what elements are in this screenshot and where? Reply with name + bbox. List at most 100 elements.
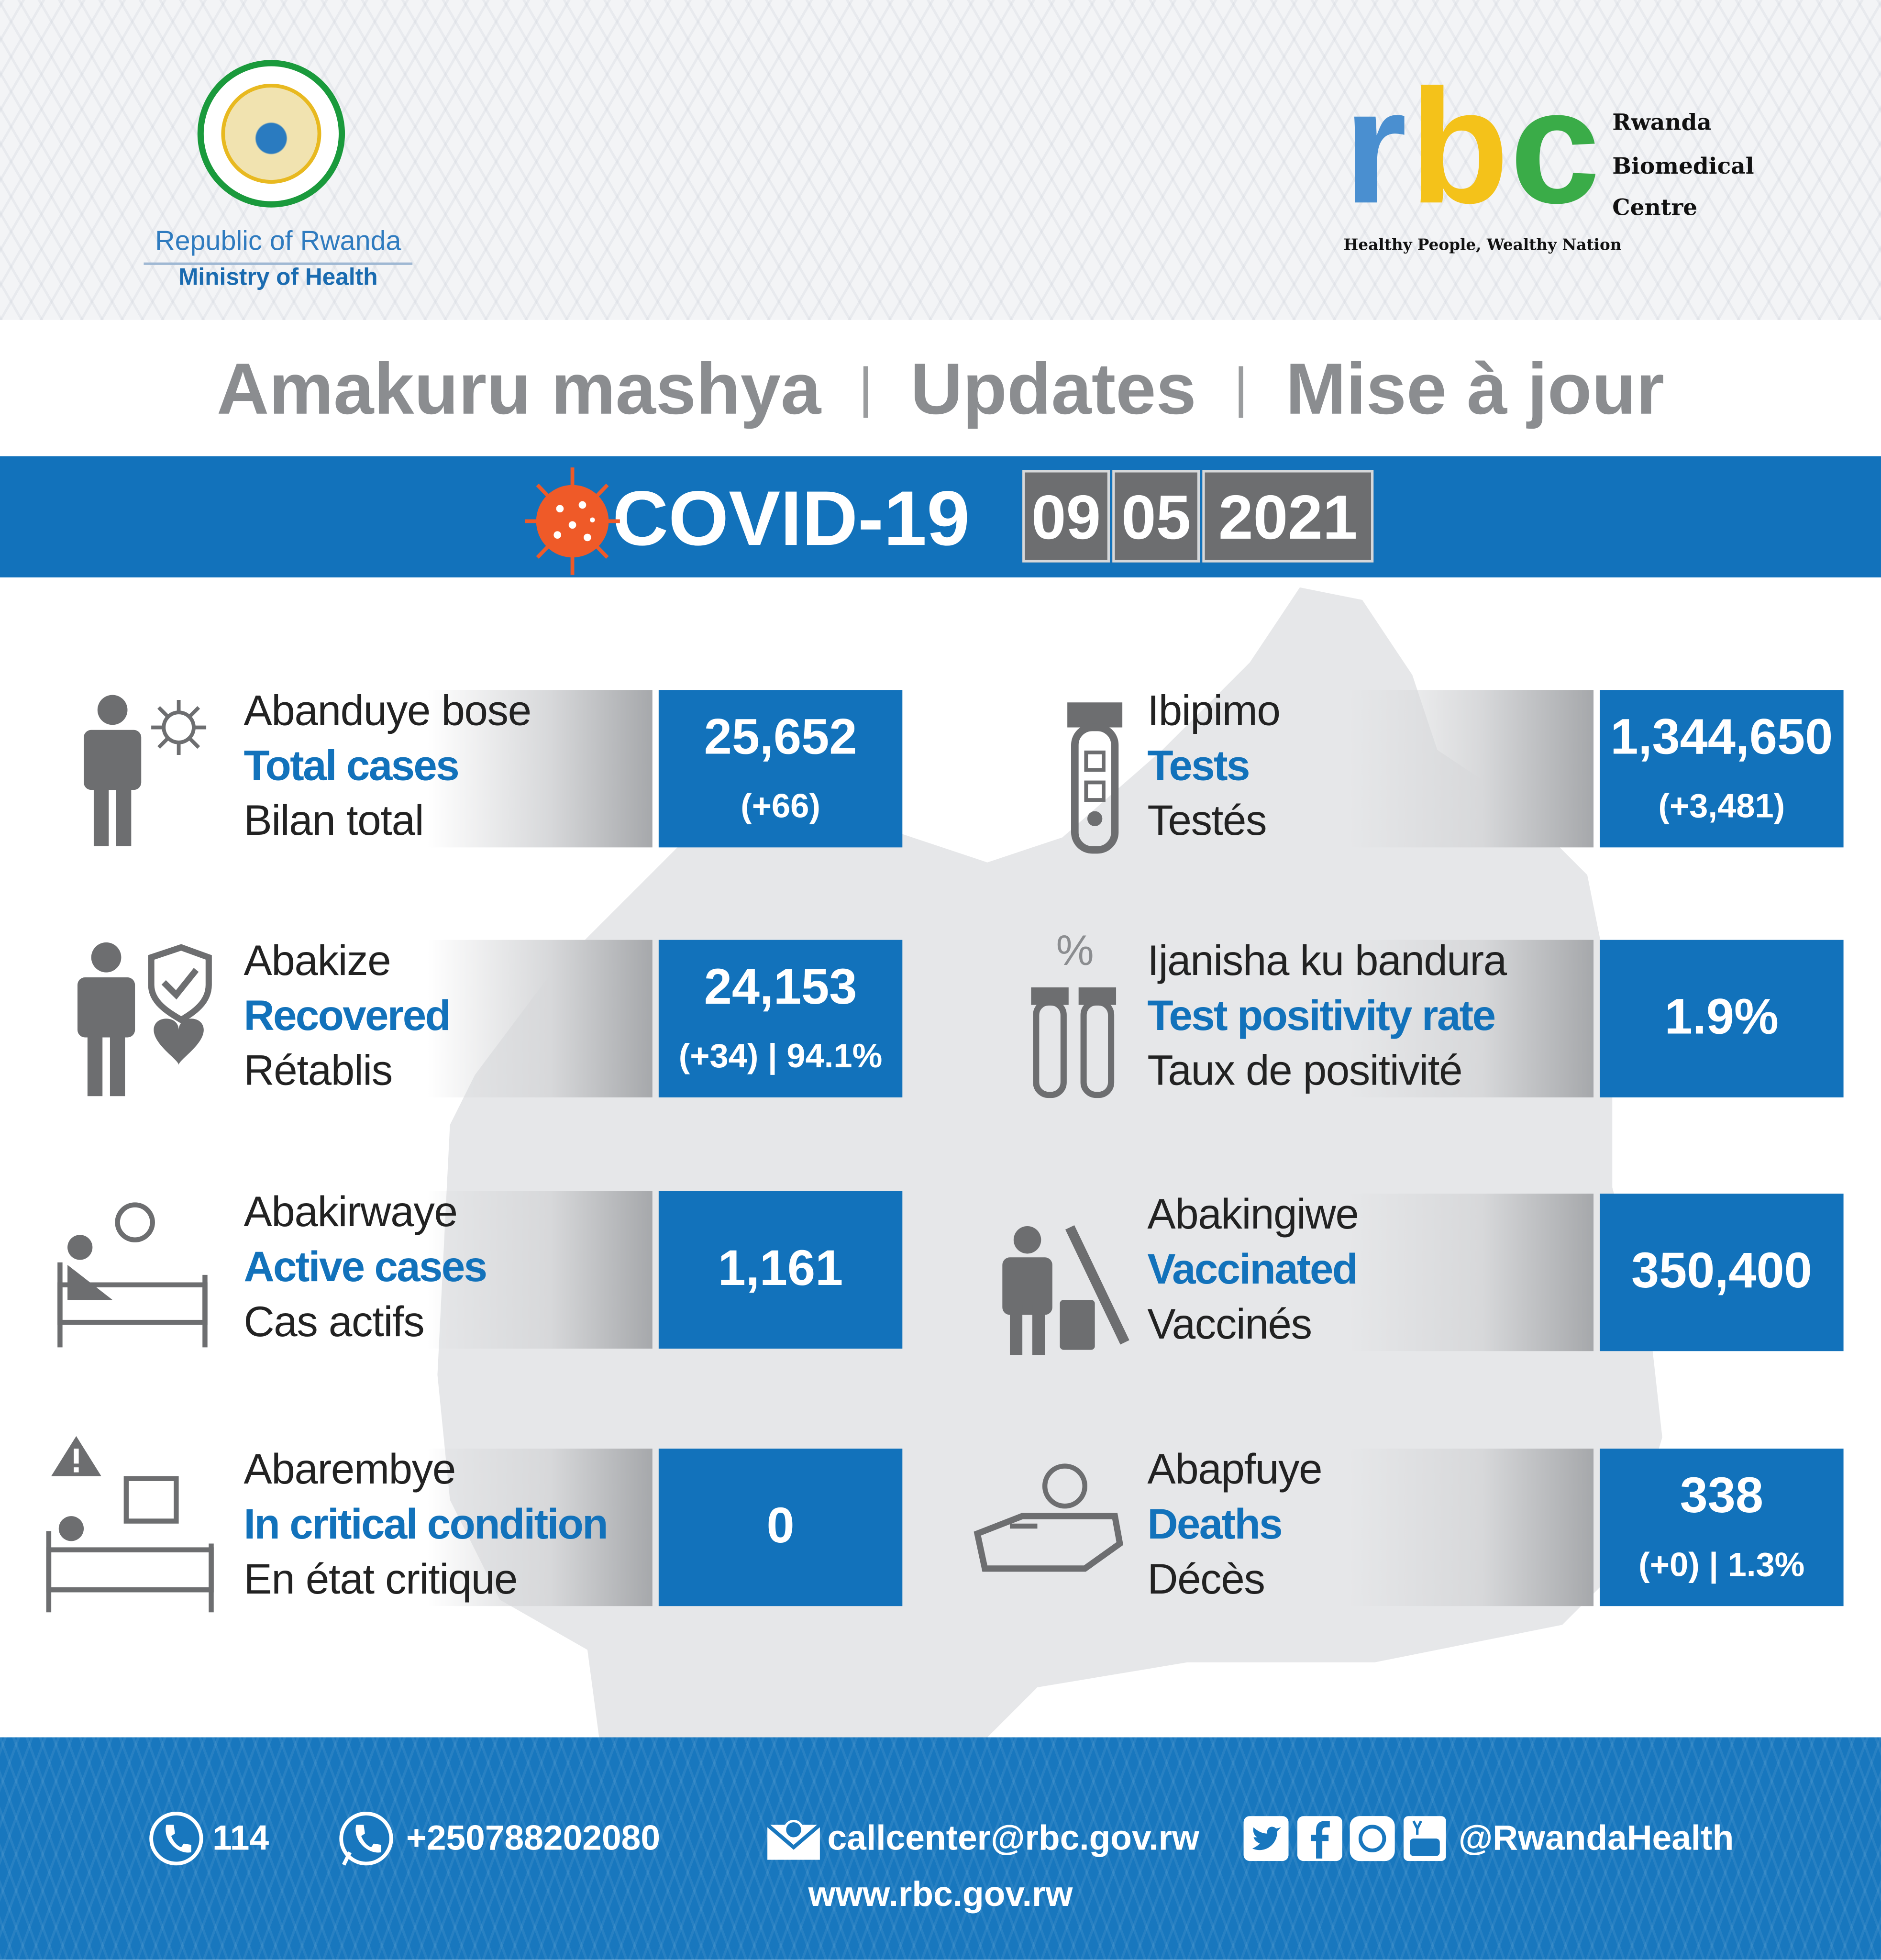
stat-value: 24,153 — [704, 960, 857, 1015]
label-english: Tests — [1147, 742, 1250, 790]
page-title: Amakuru mashya | Updates | Mise à jour — [0, 347, 1881, 431]
email-address[interactable]: callcenter@rbc.gov.rw — [827, 1818, 1199, 1858]
stat-value-box: 0 — [658, 1449, 903, 1606]
covid-banner — [0, 456, 1881, 578]
label-french: En état critique — [243, 1556, 518, 1604]
header — [0, 0, 1881, 320]
icu-bed-warning-icon — [46, 1436, 214, 1613]
title-separator: | — [1234, 357, 1249, 419]
title-french: Mise à jour — [1285, 348, 1664, 430]
label-english: Test positivity rate — [1147, 992, 1496, 1040]
whatsapp-icon — [339, 1811, 393, 1866]
stat-change: (+34) | 94.1% — [678, 1037, 883, 1075]
rbc-logo-r: r — [1343, 55, 1407, 238]
ministry-of-health-text: Ministry of Health — [178, 265, 378, 291]
twitter-icon[interactable] — [1243, 1816, 1289, 1861]
coffin-virus-icon — [974, 1463, 1124, 1572]
stat-label-in-critical-condition: Abarembye In critical condition En état cr… — [243, 1446, 653, 1606]
instagram-icon[interactable] — [1350, 1816, 1395, 1861]
label-english: Recovered — [243, 992, 451, 1040]
title-english: Updates — [910, 348, 1196, 430]
percent-icon: % — [1056, 927, 1094, 975]
label-french: Cas actifs — [243, 1298, 424, 1346]
stat-value-box: 1,344,650 (+3,481) — [1600, 690, 1844, 848]
date-month: 05 — [1112, 470, 1200, 563]
label-kinyarwanda: Ijanisha ku bandura — [1147, 937, 1507, 985]
stat-value: 338 — [1680, 1468, 1764, 1524]
label-french: Taux de positivité — [1147, 1047, 1462, 1095]
social-handle[interactable]: @RwandaHealth — [1458, 1818, 1734, 1858]
email-icon — [766, 1819, 821, 1860]
stat-value-box: 25,652 (+66) — [658, 690, 903, 848]
stat-label-total-cases: Abanduye bose Total cases Bilan total — [243, 687, 653, 848]
stat-value-box: 350,400 — [1600, 1194, 1844, 1351]
facebook-icon[interactable] — [1297, 1816, 1342, 1861]
stat-change: (+3,481) — [1658, 787, 1785, 825]
rbc-name-line-3: Centre — [1612, 195, 1698, 221]
person-virus-icon — [84, 695, 207, 846]
title-separator: | — [858, 357, 873, 419]
rbc-tagline: Healthy People, Wealthy Nation — [1343, 235, 1622, 254]
label-french: Décès — [1147, 1556, 1265, 1604]
label-kinyarwanda: Abakirwaye — [243, 1188, 457, 1236]
label-english: Total cases — [243, 742, 459, 790]
stat-label-deaths: Abapfuye Deaths Décès — [1147, 1446, 1594, 1606]
label-french: Bilan total — [243, 797, 424, 845]
stat-value-box: 1,161 — [658, 1191, 903, 1349]
percent-test-tubes-icon — [1031, 987, 1117, 1098]
stat-value-box: 338 (+0) | 1.3% — [1600, 1449, 1844, 1606]
coronavirus-icon — [525, 467, 620, 575]
date-day: 09 — [1022, 470, 1110, 563]
patient-bed-icon — [57, 1202, 208, 1348]
stat-value: 350,400 — [1631, 1243, 1812, 1299]
title-kinyarwanda: Amakuru mashya — [216, 348, 821, 430]
label-english: In critical condition — [243, 1501, 608, 1549]
youtube-icon[interactable] — [1403, 1816, 1446, 1861]
label-english: Vaccinated — [1147, 1246, 1358, 1294]
stat-label-vaccinated: Abakingiwe Vaccinated Vaccinés — [1147, 1191, 1594, 1351]
stat-label-tests: Ibipimo Tests Testés — [1147, 687, 1594, 848]
stat-value: 1.9% — [1664, 990, 1779, 1045]
divider — [144, 262, 413, 265]
stat-value-box: 24,153 (+34) | 94.1% — [658, 940, 903, 1097]
rbc-name-line-1: Rwanda — [1612, 110, 1712, 136]
instagram-lens — [1358, 1825, 1386, 1852]
stat-value-box: 1.9% — [1600, 940, 1844, 1097]
label-kinyarwanda: Abapfuye — [1147, 1446, 1322, 1494]
stat-label-test-positivity-rate: Ijanisha ku bandura Test positivity rate T… — [1147, 937, 1594, 1097]
stat-change: (+66) — [741, 787, 820, 825]
date-year: 2021 — [1202, 470, 1374, 563]
website-link[interactable]: www.rbc.gov.rw — [808, 1874, 1073, 1914]
test-tube-icon — [1067, 702, 1123, 854]
seal-emblem — [221, 84, 321, 184]
rwanda-coat-of-arms-logo — [197, 60, 345, 208]
covid-19-label: COVID-19 — [612, 476, 970, 563]
person-shield-heart-icon — [77, 942, 212, 1096]
republic-of-rwanda-text: Republic of Rwanda — [155, 225, 401, 256]
footer — [0, 1737, 1881, 1960]
stat-label-recovered: Abakize Recovered Rétablis — [243, 937, 653, 1097]
label-french: Rétablis — [243, 1047, 393, 1095]
label-french: Testés — [1147, 797, 1267, 845]
whatsapp-number[interactable]: +250788202080 — [406, 1818, 661, 1858]
stat-label-active-cases: Abakirwaye Active cases Cas actifs — [243, 1188, 653, 1349]
hotline-number[interactable]: 114 — [212, 1818, 269, 1858]
rbc-logo-b: b — [1410, 55, 1509, 238]
label-kinyarwanda: Ibipimo — [1147, 687, 1281, 735]
person-syringe-icon — [1002, 1225, 1129, 1355]
label-kinyarwanda: Abakingiwe — [1147, 1191, 1359, 1239]
label-english: Deaths — [1147, 1501, 1283, 1549]
label-kinyarwanda: Abarembye — [243, 1446, 456, 1494]
stat-value: 1,161 — [718, 1241, 843, 1296]
stat-value: 0 — [766, 1498, 795, 1554]
rbc-name-line-2: Biomedical — [1612, 154, 1754, 180]
rbc-logo-c: c — [1510, 55, 1600, 238]
stat-change: (+0) | 1.3% — [1638, 1546, 1805, 1584]
stat-value: 25,652 — [704, 709, 857, 765]
phone-icon — [149, 1811, 203, 1866]
label-french: Vaccinés — [1147, 1301, 1312, 1349]
label-english: Active cases — [243, 1243, 487, 1291]
stat-value: 1,344,650 — [1610, 709, 1833, 765]
label-kinyarwanda: Abakize — [243, 937, 391, 985]
